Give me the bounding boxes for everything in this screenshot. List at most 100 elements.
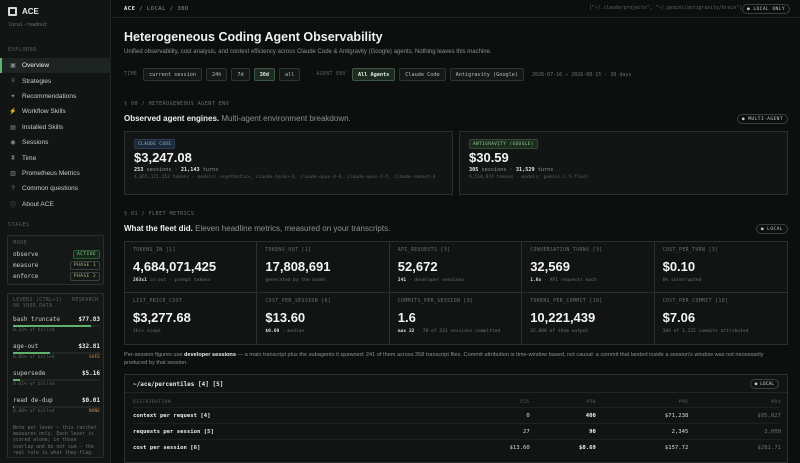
sidebar-item-label: Installed Skills [22,123,64,131]
sidebar-item-recommendations[interactable]: ✦ Recommendations [0,89,111,104]
ace-logo-icon [8,7,17,16]
metric-sub-text: in:out · prompt tokens [146,278,211,283]
status-badge: PHASE 1 [69,261,100,270]
metric-tokens-in[interactable]: TOKENS_IN [1] 4,684,071,425 263x1 in:out ·… [125,242,258,293]
metric-sub-text: · median [279,329,305,334]
metric-cost-per-session[interactable]: COST_PER_SESSION [6] $13.60 $0.69 · median [257,293,390,344]
footnote-post: — a main transcript plus the subagents i… [124,352,764,366]
agent-stats: 253 sessions · 21,143 turns [134,167,218,173]
sidebar-item-time[interactable]: ⧗ Time [0,150,111,165]
sidebar-item-sessions[interactable]: ◉ Sessions [0,135,111,150]
sidebar-item-overview[interactable]: ▣ Overview [0,58,111,74]
clock-icon: ⧗ [10,154,16,161]
fleet-title-bold: What the fleet did. [124,224,193,233]
agent-chip-antigravity[interactable]: Antigravity (Google) [449,68,525,81]
sidebar-item-prometheus-metrics[interactable]: ▥ Prometheus Metrics [0,166,111,181]
sidebar-item-common-questions[interactable]: ? Common questions [0,181,111,196]
lever-bar-fill [13,325,92,327]
lever-bar [13,352,100,354]
brand[interactable]: ACE [8,7,39,16]
cell-p95: $157.72 [595,439,689,455]
metric-sub-text: · developer sessions [406,278,465,283]
mode-label: observe [13,251,39,258]
metric-value: 17,808,691 [265,259,331,274]
metric-sub-strong: 241 [397,278,407,283]
metric-tokens-per-commit[interactable]: TOKENS_PER_COMMIT [10] 10,221,439 32,000 o… [522,293,655,344]
sidebar-item-label: Workflow Skills [22,108,66,116]
sidebar: ACE local-readout EXPLORER ▣ Overview ≡ St… [0,0,111,463]
metric-label: COMMITS_PER_SESSION [9] [397,299,474,304]
table-row[interactable]: requests per session [5] 27 90 2,345 3,0… [133,423,781,440]
sidebar-item-about-ace[interactable]: ⓘ About ACE [0,197,111,212]
agent-card-antigravity[interactable]: ANTIGRAVITY (GOOGLE) $30.59 305 sessions… [459,131,788,195]
time-chip-24h[interactable]: 24h [206,68,228,81]
agent-stats: 305 sessions · 31,529 turns [469,167,553,173]
lever-tag: SAFE [88,355,100,360]
time-filter-label: TIME [124,72,138,77]
mode-label: enforce [13,273,39,280]
metric-label: COST_PER_SESSION [6] [265,299,332,304]
time-chip-30d[interactable]: 30d [253,68,276,81]
footnote-pre: Per-session figures use [124,352,185,358]
metric-sub-strong: 263x1 [133,278,147,283]
metric-value: 52,672 [397,259,438,274]
info-icon: ⓘ [9,202,16,209]
sidebar-item-strategies[interactable]: ≡ Strategies [0,73,111,88]
breadcrumb-app[interactable]: ACE [124,6,136,12]
column-header: P50 [586,400,596,405]
metric-commits-per-session[interactable]: COMMITS_PER_SESSION [9] 1.6 max 32 · 70 of… [389,293,523,344]
metric-sub-text: 384 of 1,122 commits attributed [662,329,749,334]
sidebar-item-label: About ACE [22,200,54,208]
metric-api-requests[interactable]: API_REQUESTS [3] 52,672 241 · developer se… [389,242,523,293]
mode-row-enforce[interactable]: enforce PHASE 2 [13,272,100,281]
mode-row-observe[interactable]: observe ACTIVE [13,250,100,259]
sidebar-item-label: Common questions [22,185,78,193]
time-chip-all[interactable]: all [279,68,301,81]
time-chip-current-session[interactable]: current session [143,68,203,81]
agent-sessions-label: sessions · [143,167,181,173]
agents-title-rest: Multi-agent environment breakdown. [219,114,351,123]
metric-label: CONVERSATION_TURNS [3] [530,248,603,253]
levers-header: LEVERS (CTRL+1) · RESEARCH ON YOUR DATA [13,298,99,309]
cell-p50: 400 [529,407,596,424]
column-header: P25 [520,400,530,405]
mode-row-measure[interactable]: measure PHASE 1 [13,261,100,270]
lever-item[interactable]: supersede $5.16 0.01% of billed [13,370,100,387]
agent-chip-claude-code[interactable]: Claude Code [399,68,446,81]
metric-cost-per-turn[interactable]: COST_PER_TURN [3] $0.10 6% interrupted [654,242,787,293]
agent-card-claude-code[interactable]: CLAUDE CODE $3,247.08 253 sessions · 21,… [124,131,453,195]
metric-tokens-out[interactable]: TOKENS_OUT [1] 17,808,691 generated by the… [257,242,390,293]
lever-bar-fill [13,379,20,381]
breadcrumb-rest: / LOCAL / 30D [135,6,189,12]
metric-list-price-cost[interactable]: LIST_PRICE_COST $3,277.68 this scope [125,293,258,344]
footnote-bold: developer sessions [184,352,236,358]
sidebar-item-installed-skills[interactable]: ▤ Installed Skills [0,120,111,135]
agent-chip-all[interactable]: All Agents [351,68,396,81]
row-label: cost per session [6] [133,439,451,455]
cell-p95: 2,345 [595,423,689,440]
agent-models: 6,510,874 tokens · models: gemini-2.5-fl… [469,175,588,180]
lever-sub: 0.05% of billed [13,355,55,360]
table-row[interactable]: cost per session [6] $13.60 $0.69 $157.7… [133,439,781,455]
metric-sub: $0.69 · median [265,329,304,334]
metric-conversation-turns[interactable]: CONVERSATION_TURNS [3] 32,569 1.6x · API r… [522,242,655,293]
lever-item[interactable]: read de-dup $0.01 0.00% of billed NONE [13,397,100,414]
agent-sessions: 305 [469,167,479,173]
metric-cost-per-commit[interactable]: COST_PER_COMMIT [10] $7.06 384 of 1,122 co… [654,293,787,344]
metric-value: $3,277.68 [133,310,191,325]
table-row[interactable]: context per request [4] 0 400 $71,238 $9… [133,407,781,424]
time-chip-7d[interactable]: 7d [231,68,250,81]
lever-item[interactable]: age-out $32.81 0.05% of billed SAFE [13,343,100,360]
cell-max: 3,000 [688,423,781,440]
metric-sub: this scope [133,329,161,334]
percentiles-title: ~/ace/percentiles [4] [5] [133,381,224,388]
cell-max: $95,027 [688,407,781,424]
lever-value: $5.16 [81,370,100,377]
metric-sub-text: generated by the model [265,278,327,283]
lever-item[interactable]: bash truncate $77.83 0.12% of billed [13,316,100,333]
local-only-badge: ● LOCAL ONLY [742,4,790,14]
chart-icon: ▥ [10,170,16,177]
divider [125,392,787,393]
brand-name: ACE [22,7,39,16]
sidebar-item-workflow-skills[interactable]: ⚡ Workflow Skills [0,104,111,119]
